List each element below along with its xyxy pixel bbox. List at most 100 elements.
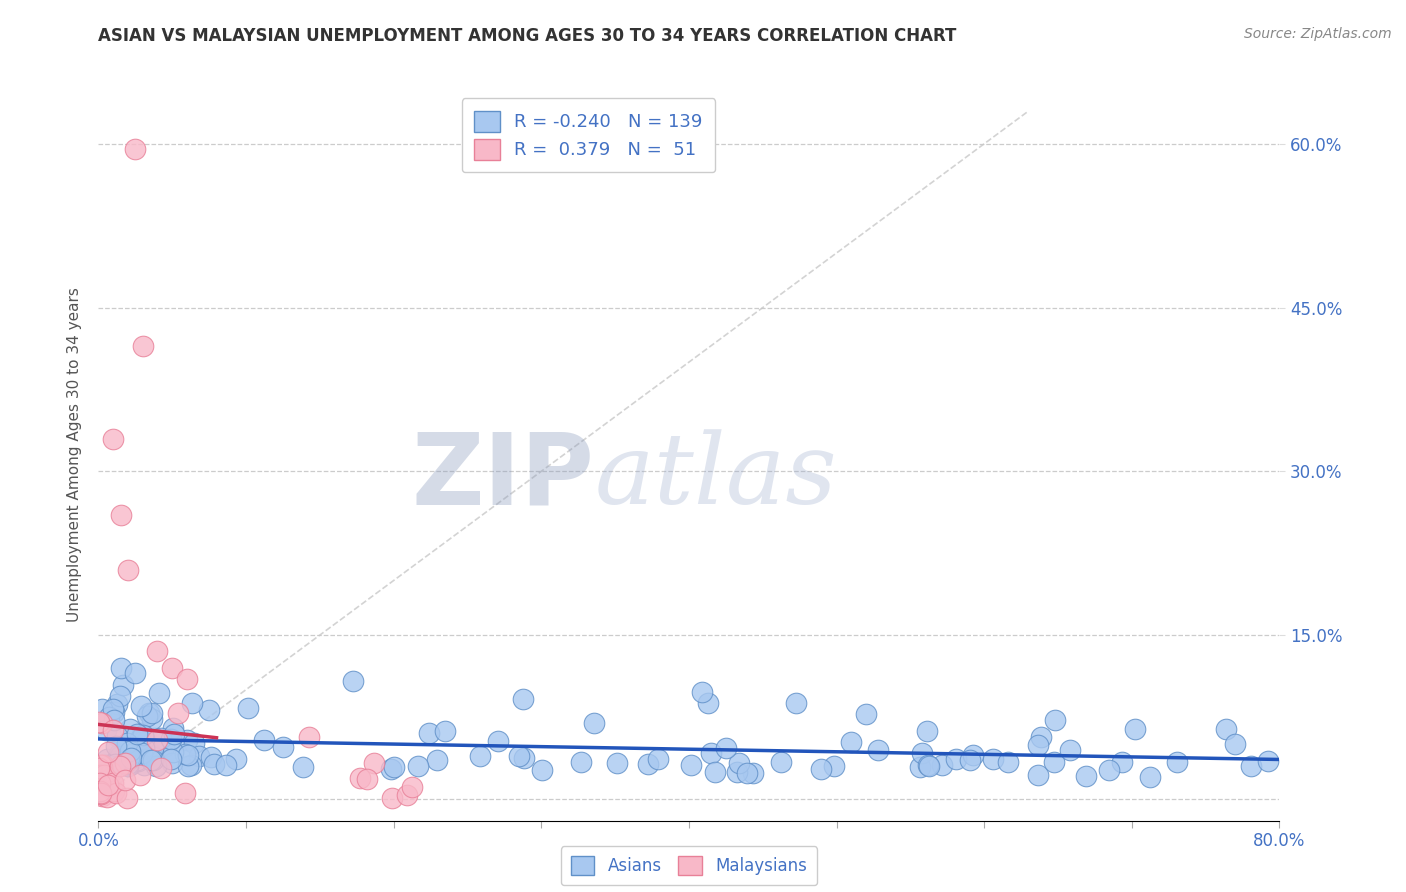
Point <box>160 756 183 770</box>
Point <box>89 787 111 801</box>
Point <box>728 756 751 770</box>
Point <box>959 753 981 767</box>
Point <box>1026 768 1049 782</box>
Point <box>166 706 188 720</box>
Point <box>124 666 146 681</box>
Point <box>1043 713 1066 727</box>
Point <box>177 759 200 773</box>
Point <box>704 765 727 780</box>
Point <box>90 787 112 801</box>
Point <box>162 661 183 675</box>
Point <box>163 727 186 741</box>
Point <box>434 724 457 739</box>
Point <box>162 745 184 759</box>
Point <box>176 732 198 747</box>
Point <box>606 756 628 770</box>
Point <box>148 686 170 700</box>
Point <box>115 790 138 805</box>
Point <box>150 731 173 746</box>
Point <box>96 751 118 765</box>
Point <box>697 696 720 710</box>
Point <box>198 703 221 717</box>
Point <box>101 723 124 737</box>
Point <box>108 689 131 703</box>
Point <box>582 716 605 731</box>
Point <box>1031 730 1053 744</box>
Point <box>97 772 120 787</box>
Point <box>90 757 112 772</box>
Point <box>104 754 127 768</box>
Point <box>159 731 181 746</box>
Point <box>90 757 112 772</box>
Point <box>117 758 139 772</box>
Point <box>382 760 405 774</box>
Point <box>89 784 111 798</box>
Point <box>127 727 149 741</box>
Point <box>131 726 153 740</box>
Point <box>725 765 748 780</box>
Point <box>1043 756 1066 770</box>
Point <box>141 706 163 721</box>
Point <box>93 785 115 799</box>
Point <box>103 705 125 719</box>
Point <box>160 751 183 765</box>
Point <box>94 777 117 791</box>
Point <box>96 789 118 804</box>
Point <box>418 726 440 740</box>
Point <box>142 740 165 755</box>
Point <box>855 707 877 722</box>
Point <box>98 781 121 796</box>
Point <box>931 758 953 772</box>
Point <box>1139 770 1161 784</box>
Legend: Asians, Malaysians: Asians, Malaysians <box>561 847 817 886</box>
Point <box>117 563 139 577</box>
Point <box>118 747 141 762</box>
Point <box>200 750 222 764</box>
Point <box>129 699 152 714</box>
Point <box>104 756 127 771</box>
Point <box>637 757 659 772</box>
Point <box>91 758 114 772</box>
Point <box>111 678 134 692</box>
Point <box>91 702 114 716</box>
Point <box>129 768 152 782</box>
Text: ZIP: ZIP <box>412 428 595 525</box>
Point <box>114 756 136 770</box>
Text: atlas: atlas <box>595 429 837 524</box>
Point <box>93 768 115 782</box>
Point <box>1098 763 1121 777</box>
Point <box>679 758 702 772</box>
Point <box>1074 769 1097 783</box>
Point <box>238 700 260 714</box>
Point <box>381 791 404 805</box>
Point <box>395 788 418 802</box>
Point <box>253 733 276 747</box>
Point <box>918 759 941 773</box>
Point <box>103 775 125 789</box>
Text: Source: ZipAtlas.com: Source: ZipAtlas.com <box>1244 27 1392 41</box>
Point <box>1225 738 1247 752</box>
Point <box>571 756 593 770</box>
Point <box>910 760 932 774</box>
Point <box>145 758 167 772</box>
Point <box>1166 756 1188 770</box>
Point <box>90 789 112 804</box>
Point <box>401 780 423 795</box>
Point <box>1215 722 1237 736</box>
Point <box>486 733 509 747</box>
Point <box>100 764 122 779</box>
Point <box>810 762 832 776</box>
Point <box>87 714 110 729</box>
Point <box>180 758 202 772</box>
Point <box>101 702 124 716</box>
Point <box>714 741 737 756</box>
Point <box>110 661 132 675</box>
Point <box>97 778 120 792</box>
Point <box>108 759 131 773</box>
Point <box>468 748 491 763</box>
Point <box>742 766 765 780</box>
Point <box>131 728 153 742</box>
Point <box>135 709 157 723</box>
Point <box>917 758 939 772</box>
Point <box>134 732 156 747</box>
